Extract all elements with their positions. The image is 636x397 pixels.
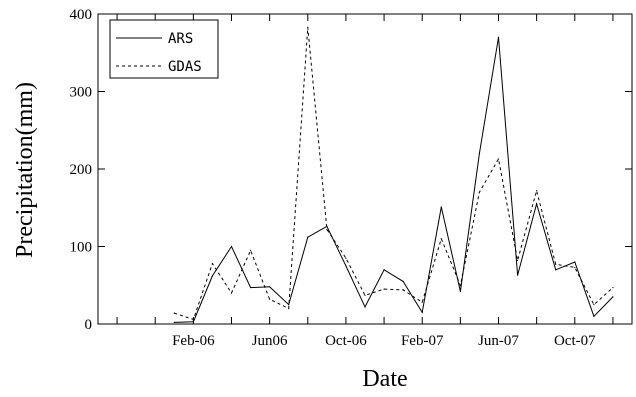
data-point-gdas: [307, 26, 309, 28]
data-point-ars: [364, 306, 366, 308]
data-point-gdas: [249, 249, 252, 251]
x-tick-label: Feb-06: [172, 333, 215, 349]
legend-box: [109, 19, 219, 79]
data-point-gdas: [269, 298, 271, 300]
data-point-gdas: [478, 191, 481, 193]
data-point-ars: [402, 280, 404, 282]
series-line-ars: [174, 37, 614, 323]
y-axis-title: Precipitation(mm): [12, 82, 38, 258]
y-tick-label: 0: [85, 317, 93, 333]
data-point-ars: [173, 321, 175, 324]
data-point-gdas: [459, 284, 461, 286]
data-point-ars: [269, 286, 271, 288]
data-point-ars: [497, 36, 500, 38]
data-point-gdas: [574, 266, 576, 269]
data-point-gdas: [612, 286, 614, 289]
data-point-ars: [593, 315, 595, 317]
data-point-gdas: [593, 304, 595, 306]
data-point-ars: [383, 269, 385, 271]
y-tick-label: 300: [70, 85, 93, 101]
x-axis-title: Date: [362, 366, 407, 392]
data-point-ars: [516, 274, 519, 276]
data-point-gdas: [383, 288, 385, 290]
data-point-ars: [459, 290, 461, 293]
data-point-gdas: [421, 301, 423, 303]
data-point-gdas: [536, 190, 538, 192]
legend-label-ars: ARS: [168, 31, 193, 47]
x-tick-label: Oct-06: [325, 333, 367, 349]
data-point-ars: [574, 261, 576, 263]
data-point-ars: [211, 275, 214, 277]
data-point-ars: [230, 245, 233, 248]
x-tick-label: Feb-07: [401, 333, 444, 349]
data-point-ars: [478, 152, 481, 155]
x-tick-label: Jun06: [252, 333, 288, 349]
data-point-gdas: [516, 259, 519, 262]
data-point-ars: [440, 206, 442, 208]
data-point-ars: [612, 296, 614, 298]
data-point-ars: [288, 304, 290, 306]
y-tick-label: 200: [70, 162, 93, 178]
data-point-gdas: [345, 257, 347, 259]
legend-label-gdas: GDAS: [168, 59, 202, 75]
data-point-gdas: [402, 289, 404, 291]
y-tick-label: 100: [70, 240, 93, 256]
data-point-gdas: [440, 238, 442, 240]
data-point-ars: [555, 269, 557, 271]
data-point-gdas: [288, 307, 290, 310]
y-tick-label: 400: [70, 7, 93, 23]
data-point-gdas: [326, 228, 328, 231]
data-point-ars: [421, 311, 423, 313]
data-point-gdas: [173, 312, 175, 314]
x-tick-label: Oct-07: [554, 333, 596, 349]
data-point-ars: [249, 286, 252, 289]
data-point-gdas: [230, 292, 233, 294]
data-point-ars: [307, 236, 309, 238]
x-tick-label: Jun-07: [478, 333, 519, 349]
legend: ARS GDAS: [109, 19, 219, 79]
data-point-ars: [345, 265, 347, 267]
data-point-gdas: [555, 263, 557, 265]
series-layer: [173, 26, 614, 324]
data-point-ars: [536, 203, 538, 205]
data-point-gdas: [497, 158, 500, 160]
data-point-gdas: [364, 294, 366, 296]
axes-layer: 0 100 200 300 400 Feb-06 Jun06 Oct-06 Feb-07 Jun-…: [70, 7, 633, 349]
data-point-gdas: [211, 262, 214, 265]
